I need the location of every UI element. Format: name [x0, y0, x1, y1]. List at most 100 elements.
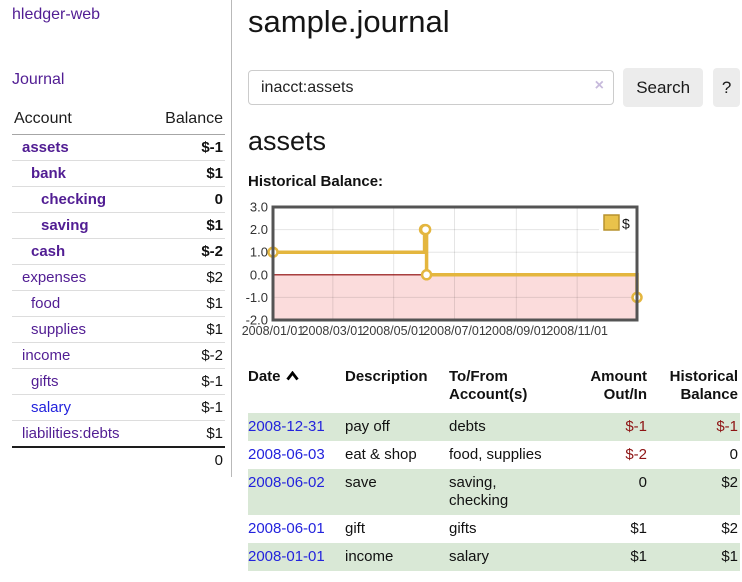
transaction-row: 2008-01-01 income salary $1 $1	[248, 543, 740, 571]
transaction-amount: $1	[630, 548, 647, 565]
account-row: food $1	[12, 290, 225, 317]
transaction-description: gift	[345, 520, 366, 537]
transaction-accounts: salary	[449, 548, 490, 565]
account-balance: 0	[147, 186, 225, 213]
account-link-supplies[interactable]: supplies	[31, 321, 87, 338]
column-header-accounts: To/From Account(s)	[449, 368, 528, 403]
search-button[interactable]: Search	[623, 68, 704, 107]
negative-region	[273, 274, 637, 320]
transaction-balance: $2	[721, 474, 738, 491]
sidebar-item-journal[interactable]: Journal	[12, 71, 65, 88]
account-row: income $-2	[12, 342, 225, 369]
account-link-food[interactable]: food	[31, 295, 61, 312]
account-balance: $-1	[147, 368, 225, 395]
account-balance: $1	[147, 316, 225, 343]
help-button[interactable]: ?	[713, 68, 740, 107]
account-link-bank[interactable]: bank	[31, 165, 67, 182]
account-balance: $-2	[147, 238, 225, 265]
chart-canvas: 3.0 2.0 1.0 0.0 -1.0 -2.02008/01/012008/03/01…	[242, 200, 643, 338]
transaction-balance: $-1	[716, 418, 738, 435]
legend-label: $	[622, 216, 630, 232]
account-link-salary[interactable]: salary	[31, 399, 72, 416]
search-form: × Search ?	[248, 68, 740, 107]
transaction-row: 2008-06-01 gift gifts $1 $2	[248, 515, 740, 543]
account-link-assets[interactable]: assets	[22, 139, 69, 156]
account-page-title: assets	[248, 126, 327, 156]
accounts-total-value: 0	[147, 446, 225, 473]
data-point-marker	[420, 269, 433, 281]
x-tick-label: 2008/01/01	[242, 324, 305, 338]
transaction-accounts: food, supplies	[449, 446, 542, 463]
transaction-accounts: debts	[449, 418, 486, 435]
app-title-link[interactable]: hledger-web	[12, 6, 101, 23]
main-content: sample.journal × Search ? assets Histori…	[242, 0, 742, 582]
transaction-accounts: gifts	[449, 520, 477, 537]
x-tick-label: 2008/05/01	[362, 324, 425, 338]
account-balance: $-1	[147, 394, 225, 421]
chart-title: Historical Balance:	[248, 173, 384, 190]
transaction-row: 2008-06-02 save saving, checking 0 $2	[248, 469, 740, 515]
account-balance: $1	[147, 290, 225, 317]
clear-search-icon[interactable]: ×	[594, 77, 604, 94]
account-link-income[interactable]: income	[22, 347, 71, 364]
plot-border	[271, 205, 639, 322]
transaction-date-link[interactable]: 2008-06-03	[248, 446, 325, 463]
account-balance: $1	[206, 425, 223, 442]
register-header-row: Date Description To/From Account(s) Amou…	[248, 362, 740, 413]
transaction-amount: $1	[630, 520, 647, 537]
column-header-amount: Amount Out/In	[590, 368, 647, 403]
account-balance: $-2	[147, 342, 225, 369]
transaction-date-link[interactable]: 2008-12-31	[248, 418, 325, 435]
transaction-row: 2008-06-03 eat & shop food, supplies $-2…	[248, 441, 740, 469]
data-point-marker	[419, 223, 432, 236]
account-link-saving[interactable]: saving	[41, 217, 89, 234]
transaction-description: pay off	[345, 418, 390, 435]
account-balance: $2	[147, 264, 225, 291]
account-link-expenses[interactable]: expenses	[22, 269, 87, 286]
x-tick-label: 2008/07/01	[423, 324, 486, 338]
y-tick-label: 1.0	[250, 245, 268, 260]
account-link-liabilities-debts[interactable]: liabilities:debts	[22, 425, 120, 442]
column-header-date[interactable]: Date	[248, 362, 345, 413]
transaction-date-link[interactable]: 2008-06-02	[248, 474, 325, 491]
account-row: gifts $-1	[12, 368, 225, 395]
accounts-total-row: 0	[12, 446, 225, 473]
transaction-accounts: saving, checking	[449, 474, 509, 509]
transaction-description: save	[345, 474, 377, 491]
accounts-header-balance: Balance	[147, 108, 225, 135]
x-tick-label: 2008/03/01	[302, 324, 365, 338]
search-input[interactable]	[248, 70, 614, 105]
account-link-gifts[interactable]: gifts	[31, 373, 59, 390]
account-balance: $1	[147, 212, 225, 239]
account-row: supplies $1	[12, 316, 225, 343]
transaction-amount: 0	[638, 474, 647, 491]
transaction-balance: 0	[729, 446, 738, 463]
sort-ascending-icon	[285, 371, 299, 381]
legend-swatch	[603, 214, 620, 231]
y-tick-label: 0.0	[250, 267, 268, 282]
transaction-description: income	[345, 548, 394, 565]
y-tick-label: -2.0	[246, 313, 268, 328]
transaction-date-link[interactable]: 2008-01-01	[248, 548, 325, 565]
y-tick-label: -1.0	[246, 290, 268, 305]
x-tick-label: 2008/11/01	[546, 324, 608, 338]
transaction-balance: $2	[721, 520, 738, 537]
account-row: bank $1	[12, 160, 225, 187]
y-tick-label: 3.0	[250, 200, 268, 215]
account-row: cash $-2	[12, 238, 225, 265]
x-tick-label: 2008/09/01	[485, 324, 548, 338]
account-link-checking[interactable]: checking	[41, 191, 107, 208]
y-tick-label: 2.0	[250, 222, 268, 237]
column-header-description: Description	[345, 368, 428, 385]
account-row: liabilities:debts $1	[12, 421, 225, 448]
account-link-cash[interactable]: cash	[31, 243, 66, 260]
historical-balance-chart: 3.0 2.0 1.0 0.0 -1.0 -2.0 2008/01/01 2008/03/01…	[242, 200, 742, 346]
transaction-balance: $1	[721, 548, 738, 565]
transaction-date-link[interactable]: 2008-06-01	[248, 520, 325, 537]
register-table: Date Description To/From Account(s) Amou…	[248, 362, 740, 571]
transaction-amount: $-2	[625, 446, 647, 463]
account-balance: $-1	[147, 134, 225, 161]
transaction-row: 2008-12-31 pay off debts $-1 $-1	[248, 413, 740, 441]
sidebar: hledger-web Journal Account Balance asse…	[0, 0, 232, 477]
accounts-header-account: Account	[12, 108, 148, 135]
